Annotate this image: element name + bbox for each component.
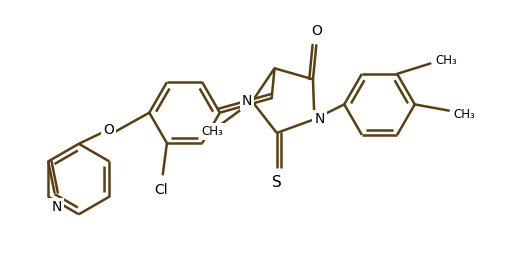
Text: Cl: Cl [154,183,167,197]
Text: S: S [271,175,281,190]
Text: CH₃: CH₃ [200,125,222,138]
Text: N: N [52,200,62,214]
Text: O: O [311,24,322,38]
Text: N: N [314,112,324,126]
Text: CH₃: CH₃ [434,54,456,67]
Text: N: N [241,94,252,108]
Text: O: O [103,123,114,137]
Text: CH₃: CH₃ [453,108,475,121]
